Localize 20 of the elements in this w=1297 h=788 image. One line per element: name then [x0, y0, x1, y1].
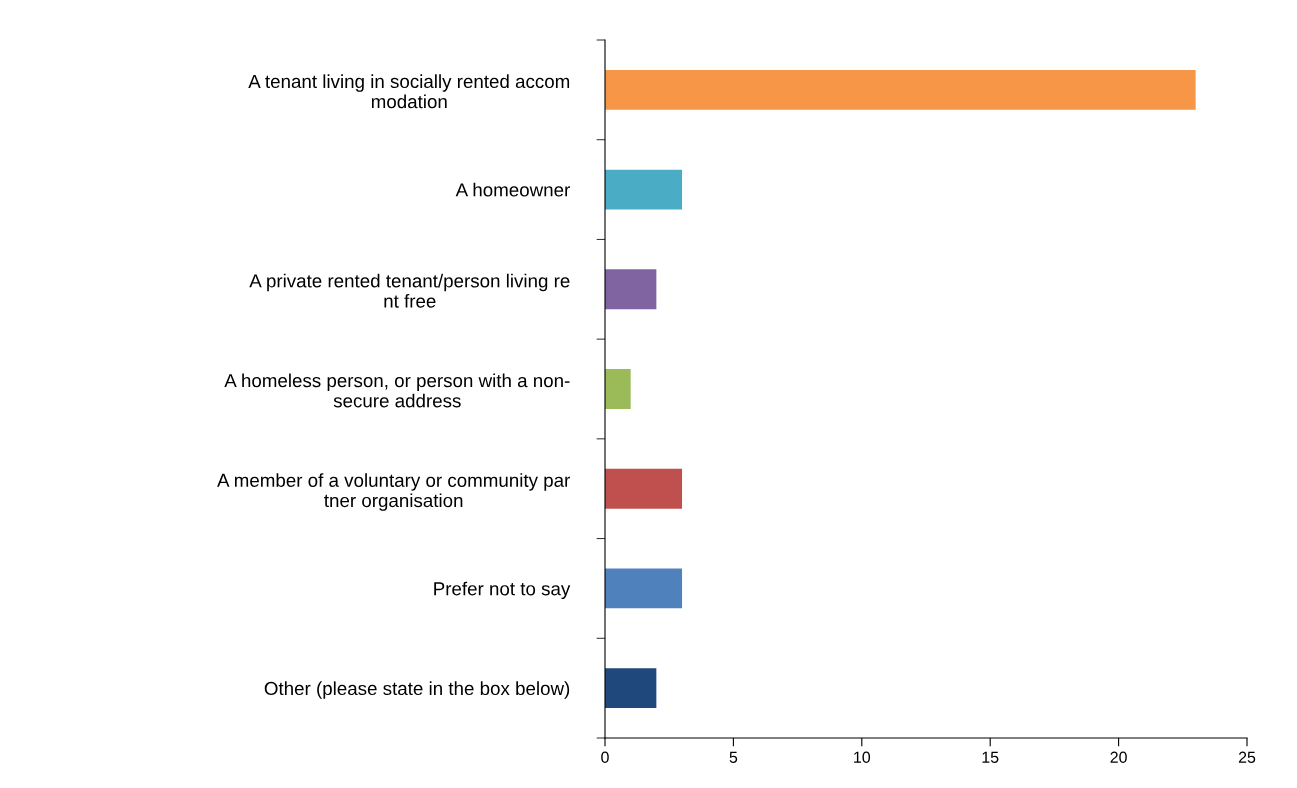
bar	[605, 69, 1196, 110]
bar	[605, 369, 631, 409]
y-tick-label: A member of a voluntary or community par tner organisation	[217, 473, 570, 511]
y-tick-label: A homeowner	[455, 182, 570, 197]
bar	[605, 568, 683, 609]
y-tick-label: A private rented tenant/person living re nt free	[249, 273, 570, 308]
x-tick-label: 15	[982, 751, 999, 763]
bar	[605, 169, 683, 210]
bar	[605, 468, 683, 509]
x-tick-label: 25	[1238, 751, 1256, 763]
x-tick-label: 5	[729, 751, 738, 763]
bar	[605, 269, 657, 310]
x-tick-label: 20	[1110, 751, 1127, 763]
y-tick-label: A homeless person, or person with a non- secure address	[224, 373, 570, 408]
y-tick-label: A tenant living in socially rented accom modation	[248, 74, 570, 109]
bar	[605, 668, 657, 709]
x-tick-label: 10	[854, 751, 871, 763]
x-tick-label: 0	[601, 751, 609, 763]
y-tick-label: Other (please state in the box below)	[264, 681, 570, 699]
y-tick-label: Prefer not to say	[434, 581, 571, 600]
